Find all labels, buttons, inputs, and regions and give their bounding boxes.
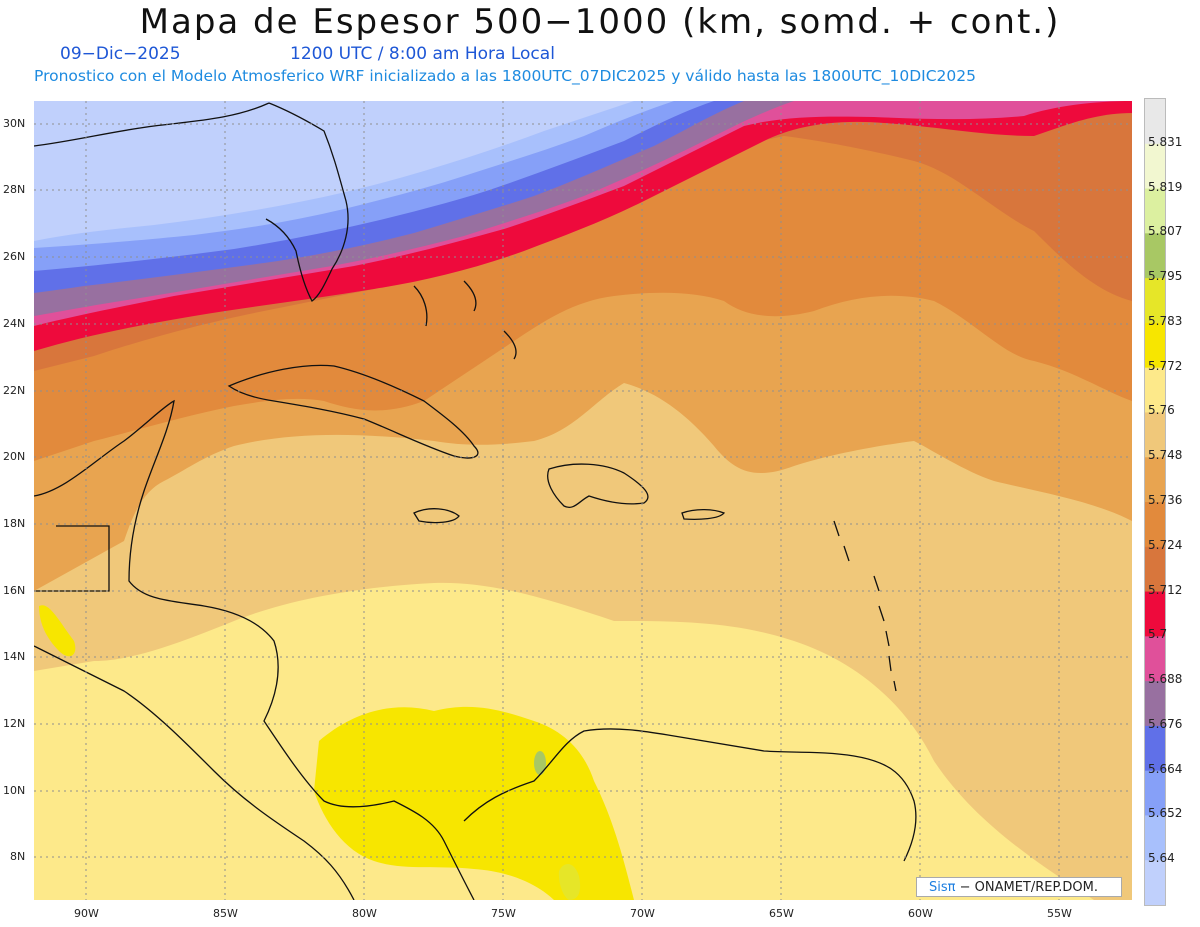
colorbar-swatch: [1145, 860, 1165, 905]
thickness-map: [34, 101, 1132, 900]
graticule: [34, 101, 1132, 900]
model-subtitle: Pronostico con el Modelo Atmosferico WRF…: [34, 67, 976, 85]
map-title: Mapa de Espesor 500−1000 (km, somd. + co…: [139, 2, 1061, 42]
colorbar-swatch: [1145, 546, 1165, 593]
colorbar-tick-label: 5.712: [1148, 582, 1183, 597]
lon-label-80w: 80W: [352, 907, 377, 920]
lon-label-60w: 60W: [908, 907, 933, 920]
colorbar-tick-label: 5.664: [1148, 761, 1183, 776]
lat-label-20n: 20N: [3, 450, 26, 463]
colorbar-tick-label: 5.7: [1148, 627, 1168, 642]
lat-label-16n: 16N: [3, 584, 26, 597]
colorbar-swatch: [1145, 322, 1165, 369]
colorbar-swatch: [1145, 143, 1165, 190]
colorbar-swatch: [1145, 99, 1165, 145]
lat-label-28n: 28N: [3, 183, 26, 196]
colorbar-tick-label: 5.688: [1148, 672, 1183, 687]
colorbar-swatch: [1145, 591, 1165, 637]
lon-label-70w: 70W: [630, 907, 655, 920]
coastlines: [34, 102, 917, 900]
band-5.772-patch-2: [39, 605, 76, 657]
colorbar-tick-label: 5.748: [1148, 448, 1183, 463]
colorbar-tick-label: 5.736: [1148, 493, 1183, 507]
credit-text: − ONAMET/REP.DOM.: [955, 880, 1099, 895]
colorbar-tick-label: 5.819: [1148, 179, 1183, 194]
colorbar-swatch: [1145, 412, 1165, 458]
lon-label-55w: 55W: [1047, 907, 1072, 920]
colorbar-tick-label: 5.772: [1148, 358, 1183, 373]
lat-label-12n: 12N: [3, 717, 26, 730]
colorbar: [1144, 98, 1166, 906]
lon-label-75w: 75W: [491, 907, 516, 920]
colorbar-tick-label: 5.831: [1148, 134, 1183, 149]
forecast-time: 1200 UTC / 8:00 am Hora Local: [290, 44, 555, 64]
colorbar-tick-label: 5.795: [1148, 269, 1183, 284]
lon-label-65w: 65W: [769, 907, 794, 920]
band-lowest: [34, 101, 634, 241]
lat-label-30n: 30N: [3, 117, 26, 130]
colorbar-swatch: [1145, 233, 1165, 279]
lat-label-24n: 24N: [3, 317, 26, 330]
colorbar-swatch: [1145, 367, 1165, 413]
colorbar-swatch: [1145, 636, 1165, 682]
lon-label-90w: 90W: [74, 907, 99, 920]
lat-label-10n: 10N: [3, 784, 26, 797]
colorbar-swatch: [1145, 278, 1165, 324]
colorbar-swatch: [1145, 188, 1165, 234]
colorbar-tick-label: 5.724: [1148, 537, 1183, 552]
colorbar-tick-label: 5.64: [1148, 851, 1175, 866]
band-5.772-patch: [314, 706, 634, 900]
credit-box: Sisπ − ONAMET/REP.DOM.: [916, 877, 1122, 897]
colorbar-tick-label: 5.783: [1148, 313, 1183, 328]
lon-label-85w: 85W: [213, 907, 238, 920]
colorbar-swatch: [1145, 457, 1165, 503]
lat-label-26n: 26N: [3, 250, 26, 263]
colorbar-tick-label: 5.652: [1148, 806, 1183, 821]
colorbar-swatch: [1145, 502, 1165, 548]
colorbar-swatch: [1145, 770, 1165, 816]
sispi-logo: Sisπ: [929, 880, 956, 895]
lat-label-8n: 8N: [10, 850, 26, 863]
map-panel: [34, 101, 1132, 900]
colorbar-tick-label: 5.76: [1148, 403, 1175, 418]
colorbar-swatch: [1145, 725, 1165, 772]
band-5.783-patch: [558, 864, 581, 900]
forecast-date: 09−Dic−2025: [60, 44, 181, 64]
colorbar-tick-label: 5.807: [1148, 224, 1183, 239]
colorbar-tick-label: 5.676: [1148, 716, 1183, 731]
colorbar-swatch: [1145, 815, 1165, 861]
band-5.783-patch-2: [534, 751, 546, 775]
colorbar-swatch: [1145, 681, 1165, 727]
lat-label-14n: 14N: [3, 650, 26, 663]
lat-label-18n: 18N: [3, 517, 26, 530]
lat-label-22n: 22N: [3, 384, 26, 397]
